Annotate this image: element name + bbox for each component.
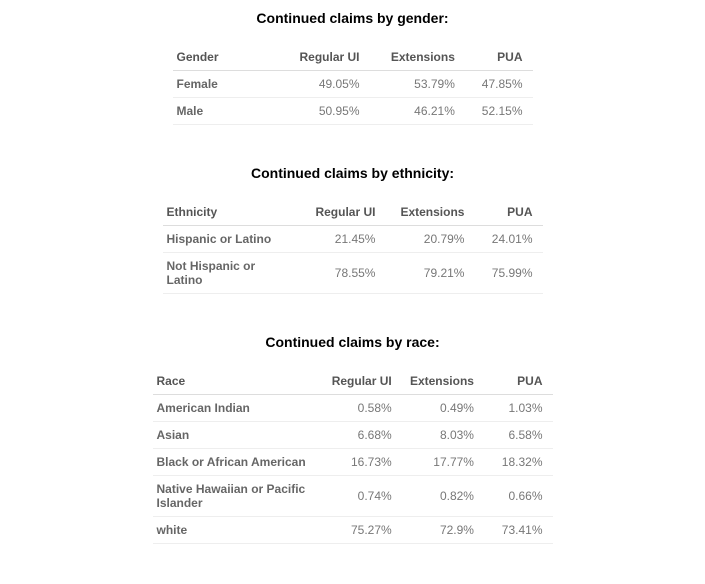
- row-label: Black or African American: [153, 449, 325, 476]
- row-value: 17.77%: [402, 449, 484, 476]
- row-label: white: [153, 517, 325, 544]
- col-header: Extensions: [385, 199, 474, 226]
- race-section: Continued claims by race: Race Regular U…: [0, 334, 705, 544]
- table-row: Not Hispanic or Latino 78.55% 79.21% 75.…: [163, 253, 543, 294]
- row-value: 6.58%: [484, 422, 553, 449]
- row-value: 8.03%: [402, 422, 484, 449]
- col-header: Race: [153, 368, 325, 395]
- row-value: 79.21%: [385, 253, 474, 294]
- gender-title: Continued claims by gender:: [0, 10, 705, 26]
- row-value: 24.01%: [474, 226, 542, 253]
- row-label: Not Hispanic or Latino: [163, 253, 303, 294]
- col-header: Extensions: [402, 368, 484, 395]
- gender-table: Gender Regular UI Extensions PUA Female …: [173, 44, 533, 125]
- table-row: Native Hawaiian or Pacific Islander 0.74…: [153, 476, 553, 517]
- table-header-row: Gender Regular UI Extensions PUA: [173, 44, 533, 71]
- row-value: 46.21%: [370, 98, 465, 125]
- row-value: 50.95%: [281, 98, 370, 125]
- row-value: 20.79%: [385, 226, 474, 253]
- table-row: white 75.27% 72.9% 73.41%: [153, 517, 553, 544]
- col-header: Gender: [173, 44, 281, 71]
- col-header: PUA: [465, 44, 533, 71]
- row-value: 75.27%: [325, 517, 402, 544]
- col-header: Ethnicity: [163, 199, 303, 226]
- row-value: 0.74%: [325, 476, 402, 517]
- row-value: 52.15%: [465, 98, 533, 125]
- table-header-row: Ethnicity Regular UI Extensions PUA: [163, 199, 543, 226]
- row-label: Native Hawaiian or Pacific Islander: [153, 476, 325, 517]
- race-title: Continued claims by race:: [0, 334, 705, 350]
- row-value: 73.41%: [484, 517, 553, 544]
- row-value: 21.45%: [302, 226, 385, 253]
- table-row: Asian 6.68% 8.03% 6.58%: [153, 422, 553, 449]
- col-header: Regular UI: [302, 199, 385, 226]
- row-value: 78.55%: [302, 253, 385, 294]
- table-header-row: Race Regular UI Extensions PUA: [153, 368, 553, 395]
- table-row: Female 49.05% 53.79% 47.85%: [173, 71, 533, 98]
- row-value: 16.73%: [325, 449, 402, 476]
- row-value: 18.32%: [484, 449, 553, 476]
- row-value: 0.58%: [325, 395, 402, 422]
- col-header: PUA: [484, 368, 553, 395]
- gender-section: Continued claims by gender: Gender Regul…: [0, 10, 705, 125]
- col-header: PUA: [474, 199, 542, 226]
- row-label: Male: [173, 98, 281, 125]
- row-value: 49.05%: [281, 71, 370, 98]
- row-value: 0.66%: [484, 476, 553, 517]
- col-header: Extensions: [370, 44, 465, 71]
- ethnicity-table: Ethnicity Regular UI Extensions PUA Hisp…: [163, 199, 543, 294]
- table-row: Black or African American 16.73% 17.77% …: [153, 449, 553, 476]
- row-value: 53.79%: [370, 71, 465, 98]
- row-value: 72.9%: [402, 517, 484, 544]
- table-row: Male 50.95% 46.21% 52.15%: [173, 98, 533, 125]
- row-label: American Indian: [153, 395, 325, 422]
- row-value: 6.68%: [325, 422, 402, 449]
- race-table: Race Regular UI Extensions PUA American …: [153, 368, 553, 544]
- row-value: 47.85%: [465, 71, 533, 98]
- row-value: 0.82%: [402, 476, 484, 517]
- row-value: 0.49%: [402, 395, 484, 422]
- col-header: Regular UI: [325, 368, 402, 395]
- row-label: Hispanic or Latino: [163, 226, 303, 253]
- row-label: Asian: [153, 422, 325, 449]
- row-label: Female: [173, 71, 281, 98]
- ethnicity-title: Continued claims by ethnicity:: [0, 165, 705, 181]
- row-value: 1.03%: [484, 395, 553, 422]
- row-value: 75.99%: [474, 253, 542, 294]
- table-row: American Indian 0.58% 0.49% 1.03%: [153, 395, 553, 422]
- col-header: Regular UI: [281, 44, 370, 71]
- table-row: Hispanic or Latino 21.45% 20.79% 24.01%: [163, 226, 543, 253]
- ethnicity-section: Continued claims by ethnicity: Ethnicity…: [0, 165, 705, 294]
